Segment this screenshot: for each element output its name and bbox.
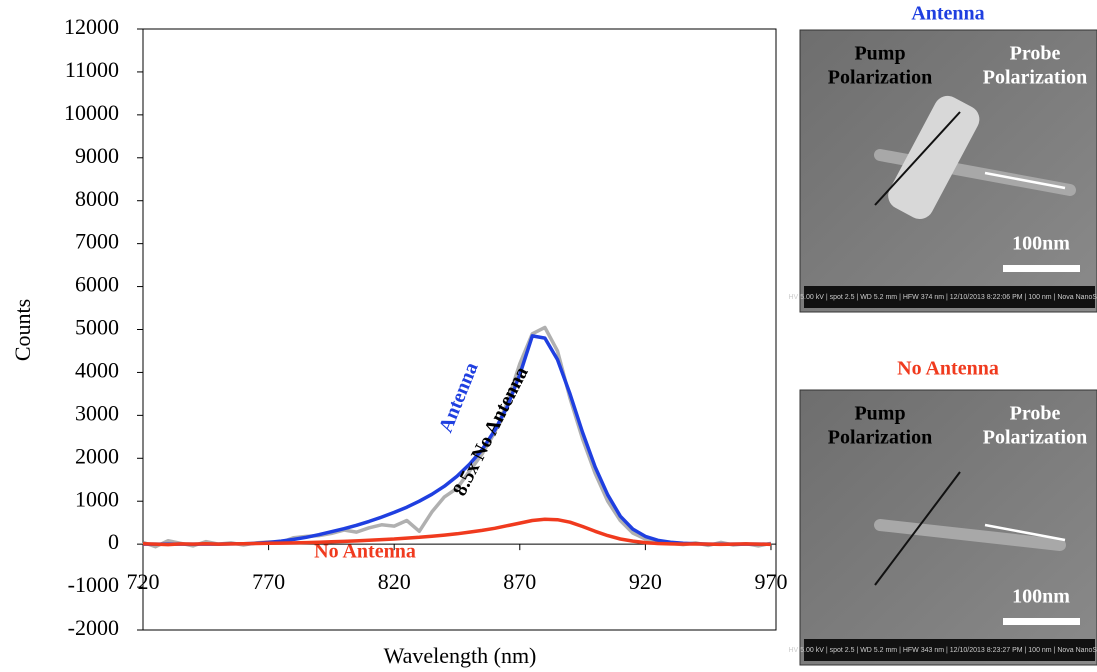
series-line [142,517,772,547]
y-tick-label: 0 [108,529,119,554]
pump-arrow [874,471,961,586]
x-tick-label: 920 [629,569,662,594]
series-annotation: No Antenna [314,541,416,563]
info-text: HV 5.00 kV | spot 2.5 | WD 5.2 mm | HFW … [788,294,1097,301]
probe-arrow [984,171,1066,190]
scale-label: 100nm [1012,586,1070,608]
y-tick-label: 6000 [75,272,119,297]
pump-label: Pump [854,403,905,425]
y-tick-label: 8000 [75,186,119,211]
series-line [143,334,771,546]
nanorod [874,519,1066,551]
y-tick-label: 3000 [75,400,119,425]
y-tick-label: 1000 [75,486,119,511]
y-tick-label: 4000 [75,357,119,382]
y-tick-label: 7000 [75,229,119,254]
y-tick-label: 12000 [64,14,119,39]
image-title: Antenna [911,3,984,25]
y-tick-label: 2000 [75,443,119,468]
pump-arrow [874,111,961,206]
scale-label: 100nm [1012,233,1070,255]
x-tick-label: 770 [252,569,285,594]
x-axis-title: Wavelength (nm) [384,643,537,668]
x-tick-label: 820 [378,569,411,594]
info-bar [804,286,1095,308]
series-line [142,325,772,549]
y-tick-label: 10000 [64,100,119,125]
y-axis-title: Counts [10,299,35,361]
info-bar [804,639,1095,661]
y-tick-label: 11000 [65,57,119,82]
x-tick-label: 720 [127,569,160,594]
plot-frame [142,28,777,631]
image-title: No Antenna [897,358,999,380]
y-tick-label: 5000 [75,315,119,340]
y-tick-label: -2000 [68,615,119,640]
y-tick-label: -1000 [68,572,119,597]
x-tick-label: 870 [503,569,536,594]
pump-label: Polarization [828,427,932,449]
probe-label: Polarization [983,67,1087,89]
antenna-block [888,95,980,219]
probe-label: Probe [1010,43,1061,65]
pump-label: Pump [854,43,905,65]
x-tick-label: 970 [754,569,787,594]
probe-arrow [984,523,1066,542]
info-text: HV 5.00 kV | spot 2.5 | WD 5.2 mm | HFW … [788,647,1097,654]
pump-label: Polarization [828,67,932,89]
series-annotation: Antenna [435,359,483,435]
scale-bar [1003,618,1080,625]
y-tick-label: 9000 [75,143,119,168]
probe-label: Probe [1010,403,1061,425]
scale-bar [1003,265,1080,272]
probe-label: Polarization [983,427,1087,449]
